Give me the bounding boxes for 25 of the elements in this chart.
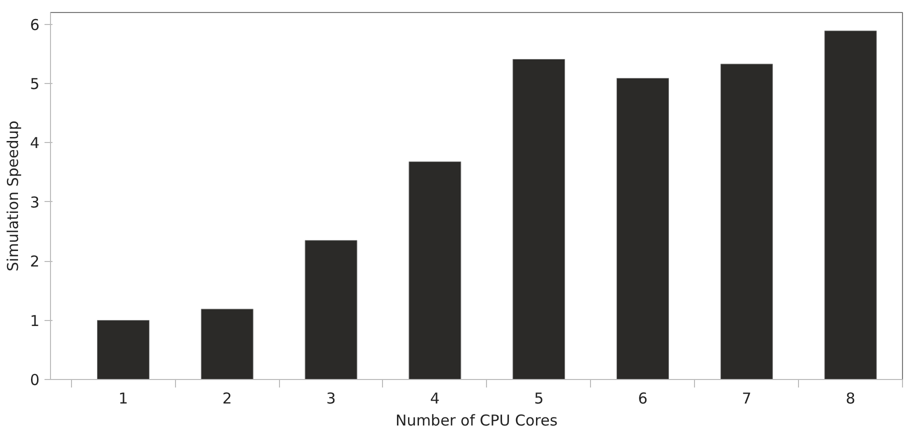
bar xyxy=(200,308,254,380)
bar xyxy=(408,161,462,380)
y-tick-label: 3 xyxy=(30,193,40,212)
bar xyxy=(304,240,358,380)
x-tick-label: 7 xyxy=(742,390,752,408)
x-tick-label: 5 xyxy=(534,390,544,408)
y-tick-label: 6 xyxy=(30,16,40,34)
bar xyxy=(824,30,877,380)
bar xyxy=(97,320,150,380)
x-tick-label: 4 xyxy=(430,390,440,408)
x-tick-label: 1 xyxy=(118,390,128,408)
x-tick-label: 2 xyxy=(222,390,232,408)
y-tick-label: 1 xyxy=(30,312,40,330)
bar xyxy=(512,59,566,380)
x-axis-title: Number of CPU Cores xyxy=(395,412,558,430)
y-tick-label: 2 xyxy=(30,252,40,271)
bar xyxy=(720,64,773,380)
y-tick-label: 5 xyxy=(30,75,40,94)
y-tick-label: 4 xyxy=(30,134,40,152)
x-tick-label: 8 xyxy=(846,390,856,408)
y-axis-title: Simulation Speedup xyxy=(4,120,22,272)
x-tick-label: 3 xyxy=(326,390,336,408)
y-tick-label: 0 xyxy=(30,371,40,389)
bar xyxy=(616,78,669,380)
x-tick-label: 6 xyxy=(638,390,648,408)
